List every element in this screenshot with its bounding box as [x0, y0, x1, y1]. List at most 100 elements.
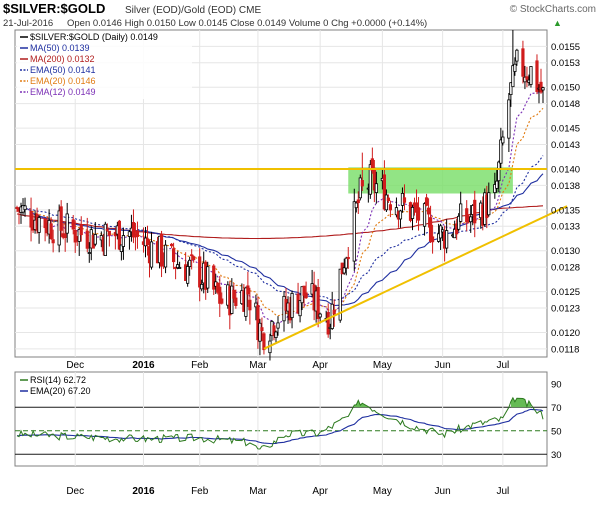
price-tick-label: 0.0145	[551, 124, 580, 135]
price-tick-label: 0.0125	[551, 287, 580, 298]
time-tick-label: 2016	[132, 360, 155, 371]
rsi-tick-label: 90	[551, 379, 562, 390]
price-bar-body	[15, 207, 19, 209]
price-bar-body	[352, 201, 356, 262]
price-bar-body	[501, 136, 505, 144]
price-bar-body	[103, 223, 107, 256]
rsi-line	[16, 396, 544, 450]
time-tick-label: Jun	[435, 486, 451, 497]
price-bar-body	[354, 202, 358, 209]
price-bar-body	[135, 230, 140, 237]
price-bar-body	[117, 220, 121, 250]
price-bar-body	[87, 252, 91, 254]
price-bar-body	[29, 211, 33, 228]
price-bar-body	[206, 266, 210, 289]
price-bar-body	[344, 257, 348, 269]
price-bar-body	[370, 158, 374, 172]
price-bar-body	[198, 256, 202, 288]
time-tick-label: Dec	[66, 486, 84, 497]
time-axis-middle: Dec 2016 Feb Mar Apr May Jun Jul	[66, 360, 509, 371]
price-bar-body	[188, 259, 192, 267]
price-bar-body	[272, 325, 276, 336]
price-bar-body	[51, 239, 55, 244]
price-bar-body	[457, 215, 461, 230]
price-bar-body	[159, 233, 164, 267]
rsi-tick-label: 50	[551, 426, 562, 437]
time-tick-label: Apr	[312, 360, 328, 371]
time-tick-label: Dec	[66, 360, 84, 371]
time-tick-label: Feb	[191, 486, 209, 497]
price-bar-body	[186, 266, 190, 284]
price-bar-body	[332, 309, 336, 315]
price-bar-body	[59, 206, 63, 231]
legend-label: MA(50) 0.0139	[30, 43, 90, 53]
price-tick-label: 0.0135	[551, 205, 580, 216]
price-bar-body	[441, 229, 445, 233]
price-bar-body	[63, 233, 67, 238]
price-bar-body	[338, 268, 342, 321]
price-bar-body	[274, 331, 278, 338]
time-tick-label: Mar	[249, 360, 267, 371]
price-bar-body	[171, 248, 176, 263]
price-bar-body	[163, 244, 168, 268]
price-bar-body	[465, 208, 469, 223]
price-tick-label: 0.0128	[551, 263, 580, 274]
price-bars	[15, 30, 545, 361]
price-bar-body	[388, 204, 393, 211]
price-bar-body	[119, 244, 123, 253]
price-bar-body	[430, 236, 435, 243]
price-bar-body	[232, 289, 236, 299]
price-bar-body	[384, 194, 389, 211]
price-bar-body	[515, 49, 519, 62]
price-bar-body	[37, 217, 41, 233]
price-bar-body	[77, 229, 81, 242]
change-arrow-icon: ▲	[553, 18, 562, 28]
price-bar-body	[326, 312, 330, 335]
price-bar-body	[356, 199, 360, 204]
price-bar-body	[178, 267, 182, 269]
price-bar-body	[428, 217, 433, 242]
time-tick-label: Feb	[191, 360, 209, 371]
price-bar-body	[105, 228, 109, 231]
time-tick-label: Mar	[249, 486, 267, 497]
price-bar-body	[218, 286, 222, 304]
price-bar-body	[426, 207, 431, 215]
price-bar-body	[169, 243, 174, 247]
price-bar-body	[346, 256, 350, 260]
price-bar-body	[368, 164, 372, 195]
price-bar-body	[192, 256, 196, 260]
price-bar-body	[521, 48, 525, 77]
price-bar-body	[316, 287, 320, 319]
time-tick-label: May	[373, 486, 392, 497]
price-bar-body	[200, 283, 204, 290]
price-bar-body	[127, 231, 132, 237]
price-bar-body	[256, 305, 260, 341]
price-bar-body	[402, 197, 407, 203]
annotations	[15, 167, 568, 350]
price-bar-body	[93, 234, 97, 245]
price-bar-body	[149, 241, 154, 268]
price-bar-body	[304, 292, 308, 299]
rsi-tick-label: 30	[551, 450, 562, 461]
price-bar-body	[398, 210, 403, 220]
legend-label: EMA(50) 0.0141	[30, 65, 96, 75]
price-bar-body	[386, 197, 391, 201]
price-tick-label: 0.0140	[551, 164, 580, 175]
price-bar-body	[416, 207, 421, 221]
price-tick-label: 0.0153	[551, 58, 580, 69]
price-tick-label: 0.0123	[551, 303, 580, 314]
price-bar-body	[248, 299, 252, 311]
price-bar-body	[298, 300, 302, 317]
chart-symbol: $SILVER:$GOLD	[3, 1, 105, 16]
price-bar-body	[23, 205, 27, 211]
price-bar-body	[410, 207, 415, 219]
price-tick-label: 0.0138	[551, 181, 580, 192]
price-bar-body	[382, 174, 386, 210]
price-bar-body	[509, 82, 513, 96]
price-bar-body	[511, 65, 515, 88]
price-axis: 0.0155 0.0153 0.0150 0.0148 0.0145 0.0143 0.01…	[551, 42, 580, 355]
price-bar-body	[529, 66, 533, 85]
